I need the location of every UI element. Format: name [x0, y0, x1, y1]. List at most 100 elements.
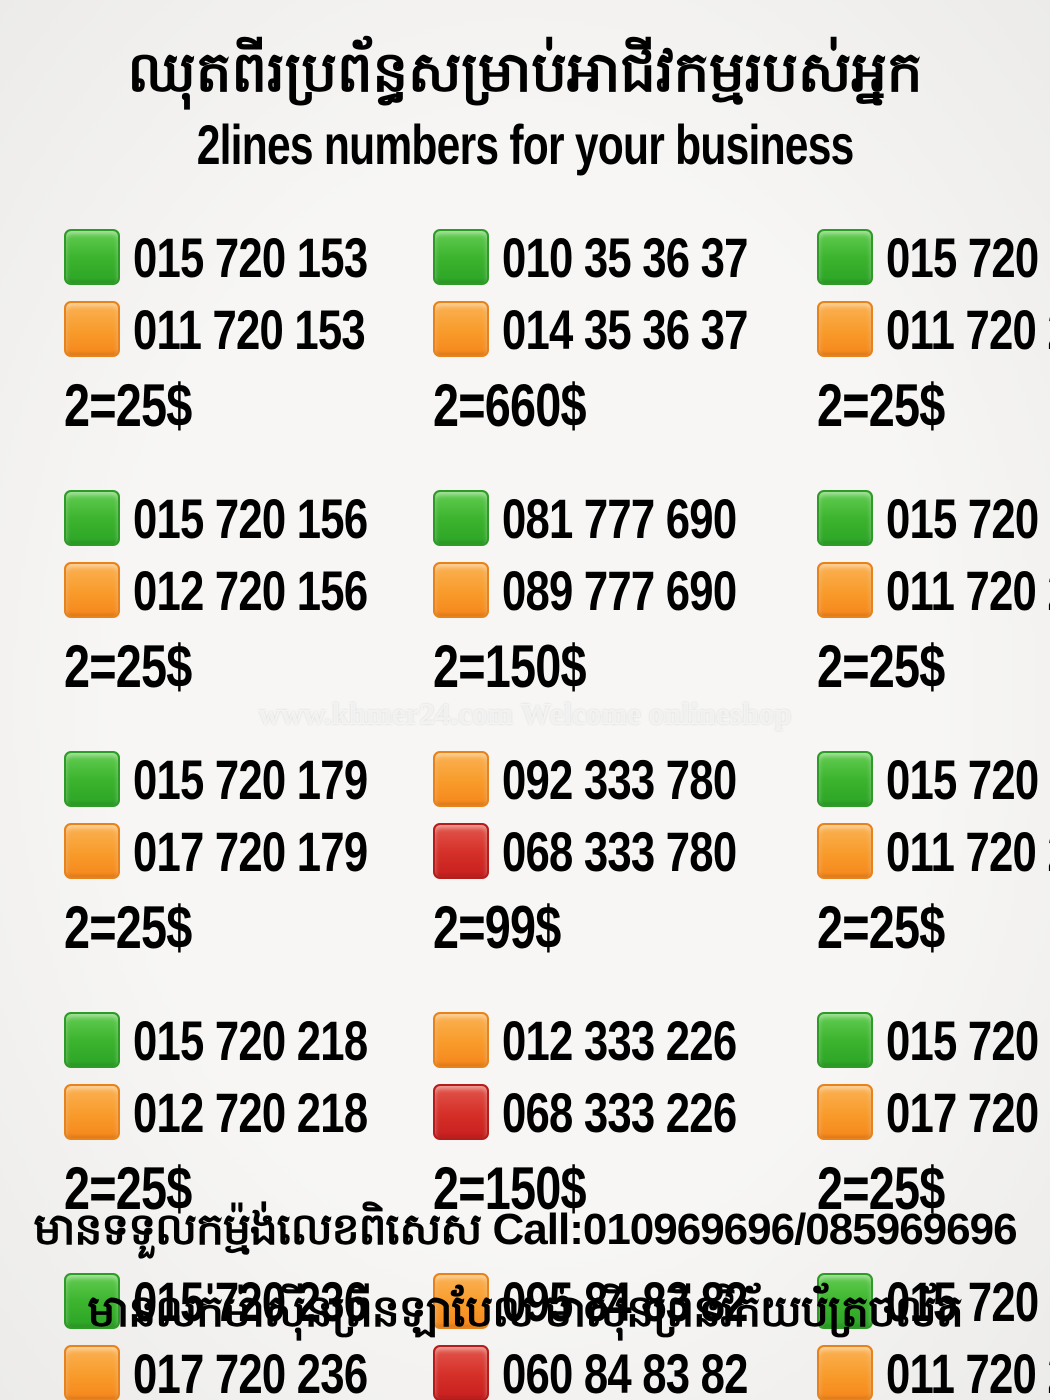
orange-square-icon — [433, 1273, 490, 1330]
phone-number: 012 720 218 — [133, 1080, 368, 1144]
listing-card: 081 777 690 089 777 690 2=150$ — [433, 486, 817, 701]
price-label: 2=660$ — [433, 371, 587, 439]
orange-square-icon — [64, 823, 120, 880]
number-line: 015 720 153 — [64, 225, 433, 290]
phone-number: 015 720 248 — [886, 486, 1050, 550]
green-square-icon — [64, 1012, 120, 1069]
listing-card: 015 720 236 017 720 236 2=25$ — [64, 1269, 433, 1400]
number-line: 010 35 36 37 — [433, 225, 817, 290]
green-square-icon — [817, 1012, 874, 1069]
page-subtitle-english: 2lines numbers for your business — [196, 112, 855, 176]
price-label: 2=25$ — [817, 1154, 945, 1222]
red-square-icon — [433, 1345, 490, 1400]
phone-number: 017 720 253 — [886, 1080, 1050, 1144]
listing-card: 012 333 226 068 333 226 2=150$ — [433, 1008, 817, 1223]
listing-card: 015 720 218 012 720 218 2=25$ — [64, 1008, 433, 1223]
green-square-icon — [64, 1273, 120, 1330]
phone-number: 012 720 156 — [133, 558, 368, 622]
phone-number: 089 777 690 — [502, 558, 737, 622]
orange-square-icon — [433, 562, 490, 619]
phone-number: 015 720 249 — [886, 747, 1050, 811]
phone-number: 095 84 83 82 — [502, 1269, 749, 1333]
header: ឈុតពីរប្រព័ន្ធសម្រាប់អាជីវកម្មរបស់អ្នក 2… — [0, 0, 1050, 177]
price-label: 2=25$ — [817, 371, 945, 439]
green-square-icon — [433, 229, 490, 286]
number-line: 015 720 249 — [817, 747, 1050, 812]
green-square-icon — [64, 229, 120, 286]
number-line: 068 333 780 — [433, 819, 817, 884]
number-line: 015 720 236 — [64, 1269, 433, 1334]
number-line: 015 720 248 — [817, 486, 1050, 551]
phone-number: 068 333 226 — [502, 1080, 737, 1144]
green-square-icon — [433, 490, 490, 547]
number-line: 015 720 218 — [64, 1008, 433, 1073]
number-line: 095 84 83 82 — [433, 1269, 817, 1334]
red-square-icon — [433, 1084, 490, 1141]
phone-number: 015 720 236 — [133, 1269, 368, 1333]
phone-number: 011 720 286 — [886, 1341, 1050, 1400]
price-label: 2=99$ — [433, 893, 561, 961]
number-line: 011 720 249 — [817, 819, 1050, 884]
number-line: 014 35 36 37 — [433, 297, 817, 362]
number-line: 015 720 156 — [64, 486, 433, 551]
phone-number: 015 720 218 — [133, 1008, 368, 1072]
number-line: 015 720 253 — [817, 1008, 1050, 1073]
orange-square-icon — [64, 1345, 120, 1400]
phone-number: 011 720 248 — [886, 558, 1050, 622]
orange-square-icon — [64, 301, 120, 358]
number-line: 081 777 690 — [433, 486, 817, 551]
phone-number: 015 720 286 — [886, 1269, 1050, 1333]
green-square-icon — [817, 1273, 874, 1330]
phone-number: 011 720 249 — [886, 819, 1050, 883]
phone-number: 015 720 156 — [133, 486, 368, 550]
phone-number: 017 720 179 — [133, 819, 368, 883]
orange-square-icon — [433, 301, 490, 358]
phone-number: 014 35 36 37 — [502, 297, 749, 361]
number-line: 012 333 226 — [433, 1008, 817, 1073]
orange-square-icon — [433, 751, 490, 808]
number-line: 017 720 179 — [64, 819, 433, 884]
phone-number: 092 333 780 — [502, 747, 737, 811]
price-label: 2=25$ — [64, 371, 192, 439]
number-line: 017 720 236 — [64, 1341, 433, 1400]
orange-square-icon — [817, 1345, 874, 1400]
listing-card: 015 720 249 011 720 249 2=25$ — [817, 747, 1050, 962]
phone-number: 011 720 153 — [133, 297, 366, 361]
number-line: 015 720 241 — [817, 225, 1050, 290]
green-square-icon — [817, 751, 874, 808]
orange-square-icon — [64, 562, 120, 619]
green-square-icon — [817, 490, 874, 547]
number-line: 015 720 179 — [64, 747, 433, 812]
number-line: 060 84 83 82 — [433, 1341, 817, 1400]
listings-grid: 015 720 153 011 720 153 2=25$ 010 35 36 … — [0, 225, 1050, 1400]
listing-card: 095 84 83 82 060 84 83 82 2=99$ — [433, 1269, 817, 1400]
listing-card: 092 333 780 068 333 780 2=99$ — [433, 747, 817, 962]
listing-card: 015 720 153 011 720 153 2=25$ — [64, 225, 433, 440]
red-square-icon — [433, 823, 490, 880]
phone-number: 068 333 780 — [502, 819, 737, 883]
listing-card: 015 720 253 017 720 253 2=25$ — [817, 1008, 1050, 1223]
page-title-khmer: ឈុតពីរប្រព័ន្ធសម្រាប់អាជីវកម្មរបស់អ្នក — [127, 40, 923, 103]
orange-square-icon — [64, 1084, 120, 1141]
price-label: 2=25$ — [817, 893, 945, 961]
subtitle-wrap: 2lines numbers for your business — [0, 112, 1050, 177]
number-line: 015 720 286 — [817, 1269, 1050, 1334]
number-line: 092 333 780 — [433, 747, 817, 812]
green-square-icon — [817, 229, 874, 286]
footer-contact-line: មានទទួលកម្ម៉ង់លេខពិសេស Call:010969696/08… — [33, 1205, 1017, 1254]
phone-number: 015 720 253 — [886, 1008, 1050, 1072]
orange-square-icon — [817, 823, 874, 880]
number-line: 068 333 226 — [433, 1080, 817, 1145]
listing-card: 015 720 156 012 720 156 2=25$ — [64, 486, 433, 701]
phone-number: 010 35 36 37 — [502, 225, 749, 289]
number-line: 089 777 690 — [433, 558, 817, 623]
price-label: 2=25$ — [64, 893, 192, 961]
listing-card: 015 720 286 011 720 286 2=25$ — [817, 1269, 1050, 1400]
price-label: 2=25$ — [817, 632, 945, 700]
orange-square-icon — [433, 1012, 490, 1069]
orange-square-icon — [817, 562, 874, 619]
phone-number: 012 333 226 — [502, 1008, 737, 1072]
number-line: 017 720 253 — [817, 1080, 1050, 1145]
phone-number: 060 84 83 82 — [502, 1341, 749, 1400]
